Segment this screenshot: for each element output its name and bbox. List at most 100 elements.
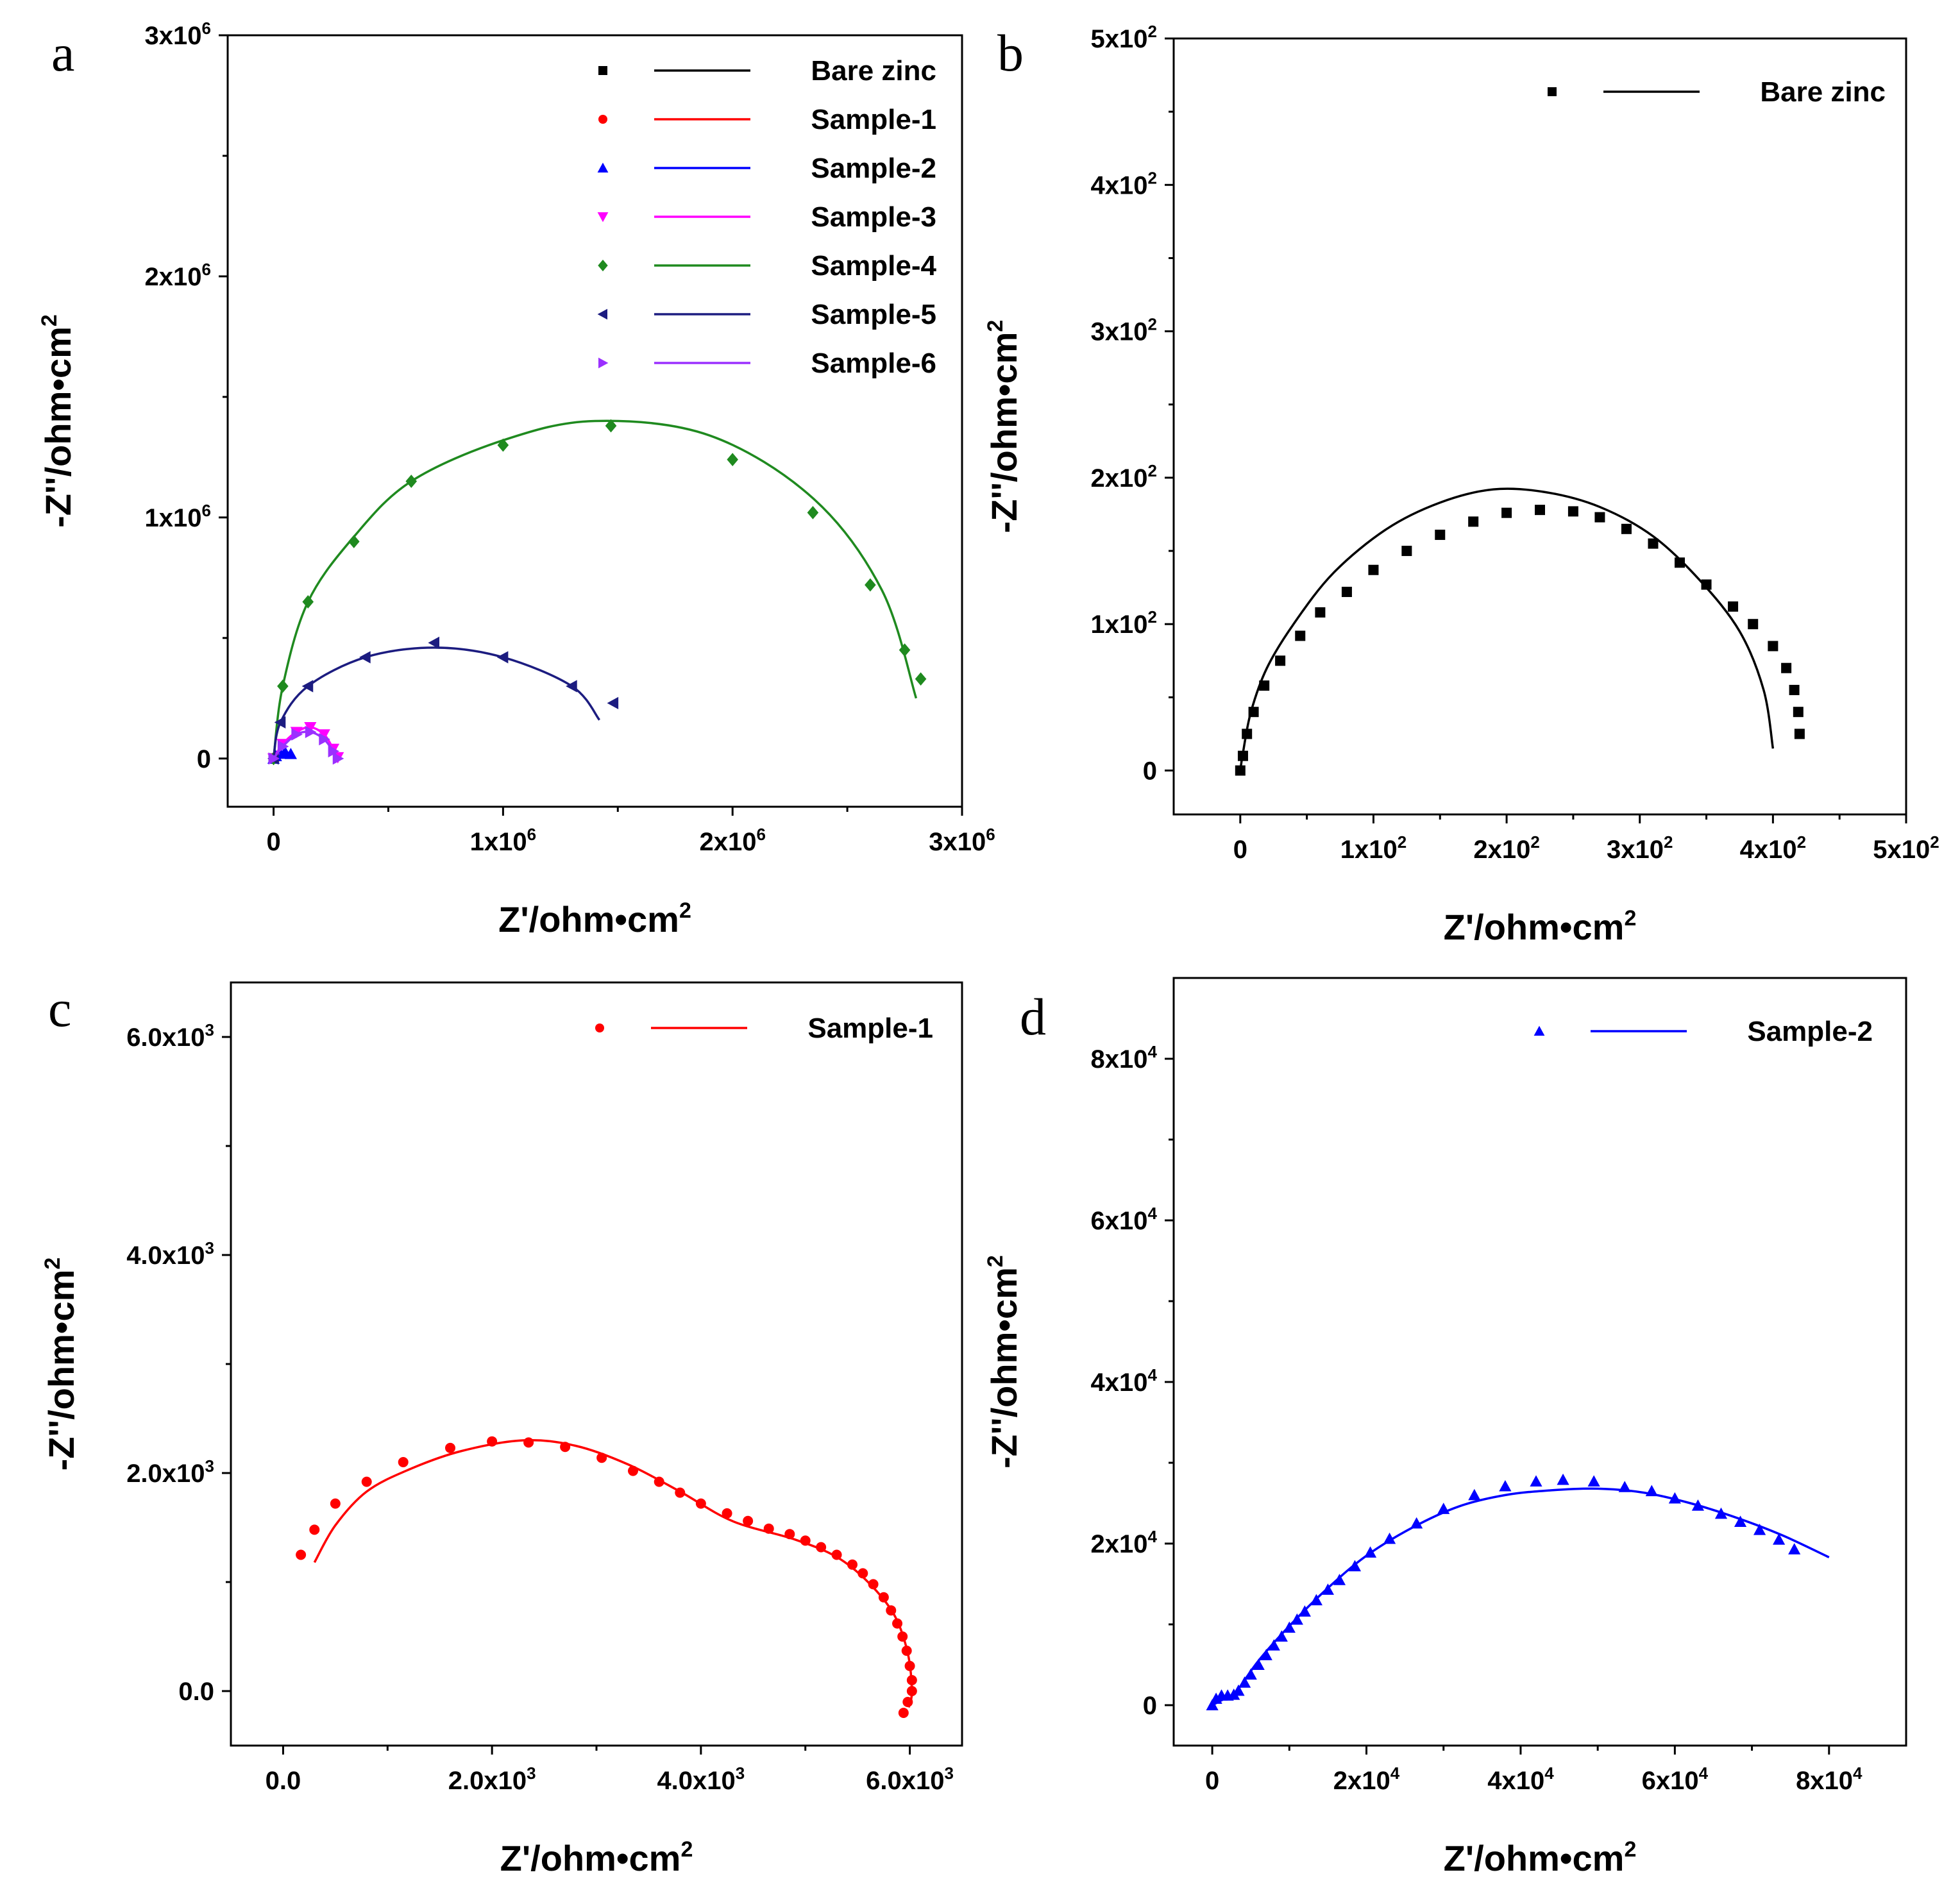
data-point — [284, 748, 297, 759]
legend-marker — [597, 308, 607, 320]
data-point — [1557, 1473, 1569, 1485]
legend-marker — [598, 357, 609, 369]
data-point — [1648, 538, 1659, 549]
data-point — [1341, 586, 1352, 597]
data-point — [1789, 684, 1800, 695]
x-axis-label: Z'/ohm•cm2 — [1444, 1837, 1637, 1878]
legend-label: Sample-2 — [1747, 1016, 1873, 1047]
panel-letter: a — [51, 24, 74, 82]
series-sample-2 — [1206, 1473, 1830, 1710]
series-sample-1 — [296, 1436, 917, 1718]
data-point — [296, 1549, 307, 1560]
data-point — [361, 1476, 372, 1487]
data-point — [1788, 1543, 1801, 1554]
data-point — [445, 1442, 455, 1453]
data-point — [816, 1542, 827, 1553]
x-axis-label: Z'/ohm•cm2 — [498, 898, 691, 939]
data-point — [496, 651, 509, 664]
x-tick-label: 5x102 — [1873, 832, 1939, 864]
data-point — [1793, 707, 1804, 718]
data-point — [277, 679, 289, 693]
data-point — [807, 505, 819, 519]
panel-letter: b — [997, 24, 1024, 82]
data-point — [1232, 1684, 1245, 1696]
data-point — [1267, 1639, 1280, 1651]
data-point — [858, 1568, 868, 1579]
data-point — [607, 696, 619, 709]
data-point — [902, 1697, 913, 1707]
plot-area — [296, 1436, 917, 1718]
data-point — [878, 1592, 889, 1603]
x-tick-label: 2x104 — [1333, 1764, 1400, 1795]
data-point — [1468, 1488, 1481, 1501]
data-point — [1701, 579, 1712, 590]
data-point — [596, 1453, 607, 1463]
panel-c: c 0.0 2.0x103 4.0x103 6.0x103 0.0 2.0x103 4.0x1… — [40, 979, 963, 1878]
legend-marker — [595, 1023, 604, 1032]
series-sample-6 — [268, 725, 344, 765]
data-point — [1244, 1668, 1257, 1680]
data-point — [1238, 1676, 1251, 1688]
y-axis-label: -Z''/ohm•cm2 — [983, 320, 1024, 534]
y-tick-label: 2x102 — [1091, 461, 1157, 493]
data-point — [904, 1660, 915, 1671]
data-point — [1410, 1517, 1423, 1529]
data-point — [898, 1708, 909, 1718]
data-point — [1748, 619, 1759, 630]
y-tick-label: 4.0x103 — [126, 1238, 214, 1270]
data-point — [291, 728, 303, 741]
data-point — [1645, 1485, 1658, 1497]
data-point — [1383, 1532, 1396, 1544]
data-point — [302, 595, 314, 609]
data-point — [892, 1618, 903, 1629]
legend-label: Sample-6 — [811, 348, 936, 379]
y-axis-label: -Z''/ohm•cm2 — [983, 1255, 1024, 1469]
data-point — [1621, 523, 1632, 534]
x-tick-label: 3x106 — [929, 825, 995, 856]
data-point — [831, 1549, 842, 1560]
data-point — [1310, 1594, 1322, 1606]
data-point — [523, 1437, 534, 1448]
data-point — [727, 453, 738, 467]
y-tick-label: 4x104 — [1091, 1365, 1158, 1397]
data-point — [328, 745, 340, 758]
panel-b: b 0 1x102 2x102 3x102 4x102 5x102 0 1x102 2x102 3x… — [983, 22, 1939, 947]
data-point — [868, 1579, 879, 1590]
legend-label: Sample-2 — [811, 153, 936, 184]
data-point — [1668, 1492, 1681, 1504]
data-point — [763, 1523, 774, 1534]
y-tick-label: 0 — [1143, 1692, 1157, 1720]
data-point — [1618, 1481, 1631, 1492]
plot-frame — [1172, 37, 1907, 816]
data-point — [1290, 1613, 1303, 1625]
data-point — [1237, 750, 1248, 761]
plot-area — [1206, 1473, 1830, 1710]
data-point — [605, 419, 617, 433]
plot-frame — [1172, 977, 1907, 1747]
panel-letter: c — [48, 979, 71, 1038]
data-point — [1295, 630, 1306, 641]
y-axis-label: -Z''/ohm•cm2 — [40, 1258, 81, 1471]
legend: Sample-2 — [1533, 1016, 1873, 1047]
data-point — [1794, 729, 1805, 739]
data-point — [566, 680, 577, 693]
series-bare-zinc — [1235, 487, 1805, 776]
data-point — [1728, 601, 1739, 612]
data-point — [1587, 1475, 1600, 1487]
y-tick-label: 3x106 — [145, 19, 211, 50]
y-axis-label: -Z''/ohm•cm2 — [37, 314, 78, 528]
x-tick-label: 2.0x103 — [448, 1764, 536, 1795]
data-point — [1364, 1546, 1377, 1558]
data-point — [1210, 1692, 1222, 1704]
legend: Bare zinc Sample-1 Sample-2 Sample-3 Sample-… — [597, 55, 937, 379]
legend-label: Sample-1 — [811, 104, 936, 135]
legend-marker — [598, 259, 608, 272]
data-point — [277, 740, 289, 753]
x-axis-label: Z'/ohm•cm2 — [500, 1837, 693, 1878]
fit-line — [313, 1438, 913, 1708]
data-point — [743, 1515, 754, 1526]
data-point — [1206, 1699, 1219, 1710]
fit-line — [1212, 1487, 1830, 1706]
legend-label: Sample-1 — [807, 1013, 933, 1044]
